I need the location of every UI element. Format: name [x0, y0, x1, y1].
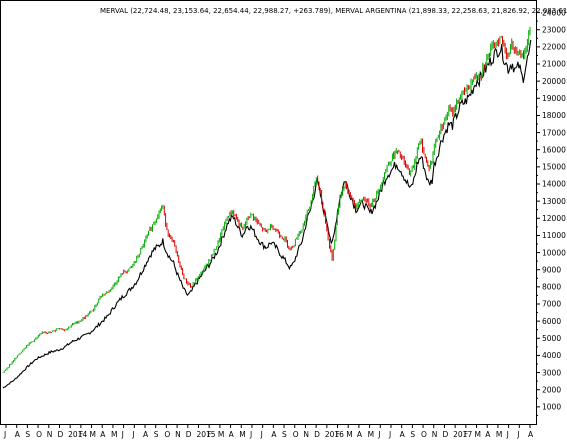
x-tick-label: S — [410, 430, 415, 439]
chart-legend: MERVAL (22,724.48, 23,153.64, 22,654.44,… — [100, 7, 567, 15]
y-tick-label: 16000 — [542, 145, 566, 154]
x-tick-label: A — [400, 430, 406, 439]
x-tick-label: A — [357, 430, 363, 439]
x-tick-label: A — [271, 430, 277, 439]
x-tick-label: A — [15, 430, 21, 439]
y-tick-label: 4000 — [542, 351, 561, 360]
y-tick-label: 8000 — [542, 283, 561, 292]
x-tick-label: M — [218, 430, 224, 439]
y-tick-label: 19000 — [542, 94, 566, 103]
x-tick-label: J — [131, 430, 134, 439]
x-tick-label: F — [207, 430, 211, 439]
x-tick-label: N — [303, 430, 309, 439]
y-tick-label: 12000 — [542, 214, 566, 223]
y-tick-label: 14000 — [542, 180, 566, 189]
x-tick-label: J — [516, 430, 519, 439]
y-tick-label: 13000 — [542, 197, 566, 206]
y-axis: 1000 2000 3000 4000 5000 6000 7000 8000 9000 1000… — [536, 8, 566, 416]
x-tick-label: D — [314, 430, 320, 439]
x-tick-label: O — [421, 430, 427, 439]
x-tick-label: N — [175, 430, 181, 439]
x-tick-label: A — [143, 430, 149, 439]
series-merval-argentina-line — [2, 39, 532, 389]
x-tick-label: O — [164, 430, 170, 439]
x-tick-label: 2014 — [68, 430, 87, 439]
y-tick-label: 11000 — [542, 231, 566, 240]
x-tick-label: F — [79, 430, 83, 439]
x-tick-label: A — [100, 430, 106, 439]
x-tick-label: D — [442, 430, 448, 439]
x-tick-label: 2015 — [196, 430, 215, 439]
y-tick-label: 21000 — [542, 60, 566, 69]
x-tick-label: J — [506, 430, 509, 439]
y-tick-label: 17000 — [542, 128, 566, 137]
x-tick-label: J — [377, 430, 380, 439]
x-tick-label: J — [121, 430, 124, 439]
y-tick-label: 24000 — [542, 8, 566, 17]
y-tick-label: 5000 — [542, 334, 561, 343]
x-tick-label: 2016 — [325, 430, 344, 439]
y-tick-label: 3000 — [542, 368, 561, 377]
x-tick-label: S — [282, 430, 287, 439]
plot-frame — [0, 0, 537, 425]
x-tick-label: 2017 — [453, 430, 472, 439]
x-tick-label: D — [57, 430, 63, 439]
x-tick-label: J — [260, 430, 263, 439]
x-tick-label: S — [154, 430, 159, 439]
x-tick-label: J — [249, 430, 252, 439]
y-tick-label: 7000 — [542, 300, 561, 309]
x-tick-label: M — [346, 430, 352, 439]
x-tick-label: J — [3, 430, 6, 439]
x-tick-label: N — [47, 430, 53, 439]
series-merval-candles — [2, 26, 531, 373]
x-tick-label: O — [36, 430, 42, 439]
y-tick-label: 10000 — [542, 248, 566, 257]
x-tick-label: A — [528, 430, 534, 439]
x-tick-label: M — [496, 430, 502, 439]
y-tick-label: 1000 — [542, 403, 561, 412]
x-tick-label: J — [388, 430, 391, 439]
x-tick-label: F — [336, 430, 340, 439]
x-tick-label: M — [111, 430, 117, 439]
y-tick-label: 20000 — [542, 77, 566, 86]
x-tick-label: M — [90, 430, 96, 439]
x-tick-label: S — [25, 430, 30, 439]
x-tick-label: D — [186, 430, 192, 439]
x-tick-label: F — [464, 430, 468, 439]
y-tick-label: 23000 — [542, 25, 566, 34]
y-tick-label: 6000 — [542, 317, 561, 326]
y-tick-label: 9000 — [542, 265, 561, 274]
y-tick-label: 22000 — [542, 43, 566, 52]
x-tick-label: O — [293, 430, 299, 439]
y-tick-label: 2000 — [542, 385, 561, 394]
x-tick-label: A — [229, 430, 235, 439]
x-tick-label: M — [239, 430, 245, 439]
y-tick-label: 15000 — [542, 163, 566, 172]
y-tick-label: 18000 — [542, 111, 566, 120]
series-layer — [2, 26, 532, 389]
x-tick-label: A — [485, 430, 491, 439]
x-tick-label: N — [432, 430, 438, 439]
x-tick-label: M — [368, 430, 374, 439]
x-tick-label: M — [475, 430, 481, 439]
